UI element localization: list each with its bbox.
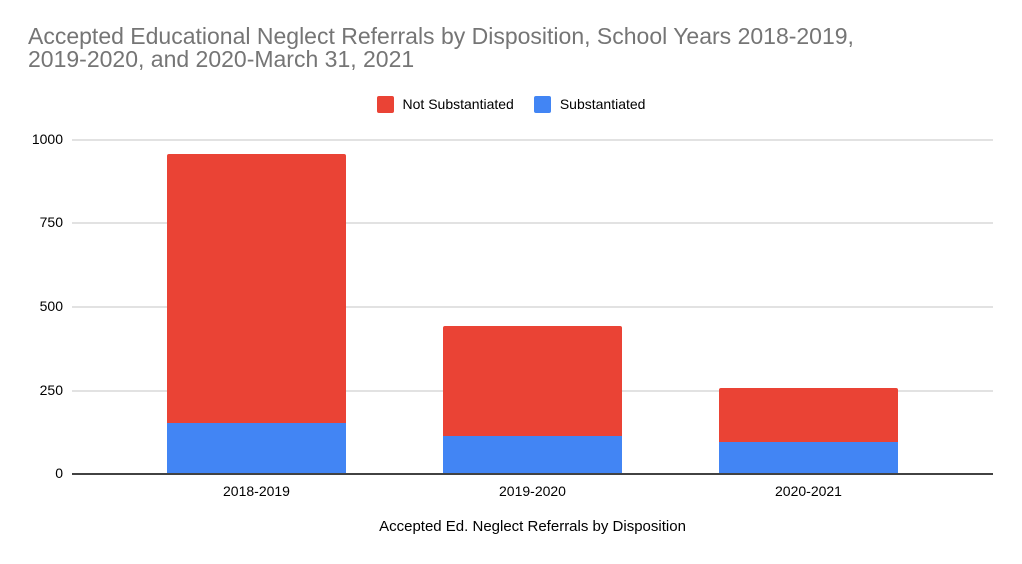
- y-tick-label-750: 750: [39, 214, 63, 230]
- legend-item-not-substantiated: Not Substantiated: [376, 95, 514, 113]
- x-tick-label-2019-2020: 2019-2020: [499, 483, 566, 499]
- bar-substantiated-2020-2021: [719, 442, 898, 473]
- bar-not-substantiated-2020-2021: [719, 388, 898, 442]
- y-tick-label-1000: 1000: [31, 131, 63, 147]
- x-tick-label-2020-2021: 2020-2021: [775, 483, 842, 499]
- y-tick-label-0: 0: [55, 465, 63, 481]
- gridline-750: [72, 222, 993, 224]
- gridline-1000: [72, 139, 993, 141]
- bar-substantiated-2019-2020: [443, 436, 622, 473]
- x-axis-line: [72, 473, 993, 475]
- legend-label-substantiated: Substantiated: [559, 96, 646, 112]
- x-axis-title: Accepted Ed. Neglect Referrals by Dispos…: [379, 518, 686, 535]
- y-tick-label-250: 250: [39, 382, 63, 398]
- legend-item-substantiated: Substantiated: [533, 95, 646, 113]
- gridline-500: [72, 306, 993, 308]
- legend: Not Substantiated Substantiated: [0, 95, 1022, 113]
- bar-not-substantiated-2018-2019: [167, 154, 346, 423]
- legend-swatch-substantiated-icon: [533, 95, 551, 113]
- y-tick-label-500: 500: [39, 298, 63, 314]
- chart-title: Accepted Educational Neglect Referrals b…: [28, 25, 854, 70]
- bar-substantiated-2018-2019: [167, 423, 346, 473]
- chart-title-line1: Accepted Educational Neglect Referrals b…: [28, 23, 854, 49]
- x-tick-label-2018-2019: 2018-2019: [223, 483, 290, 499]
- bar-not-substantiated-2019-2020: [443, 326, 622, 436]
- legend-swatch-not-substantiated-icon: [376, 95, 394, 113]
- chart-title-line2: 2019-2020, and 2020-March 31, 2021: [28, 45, 415, 72]
- legend-label-not-substantiated: Not Substantiated: [402, 96, 514, 112]
